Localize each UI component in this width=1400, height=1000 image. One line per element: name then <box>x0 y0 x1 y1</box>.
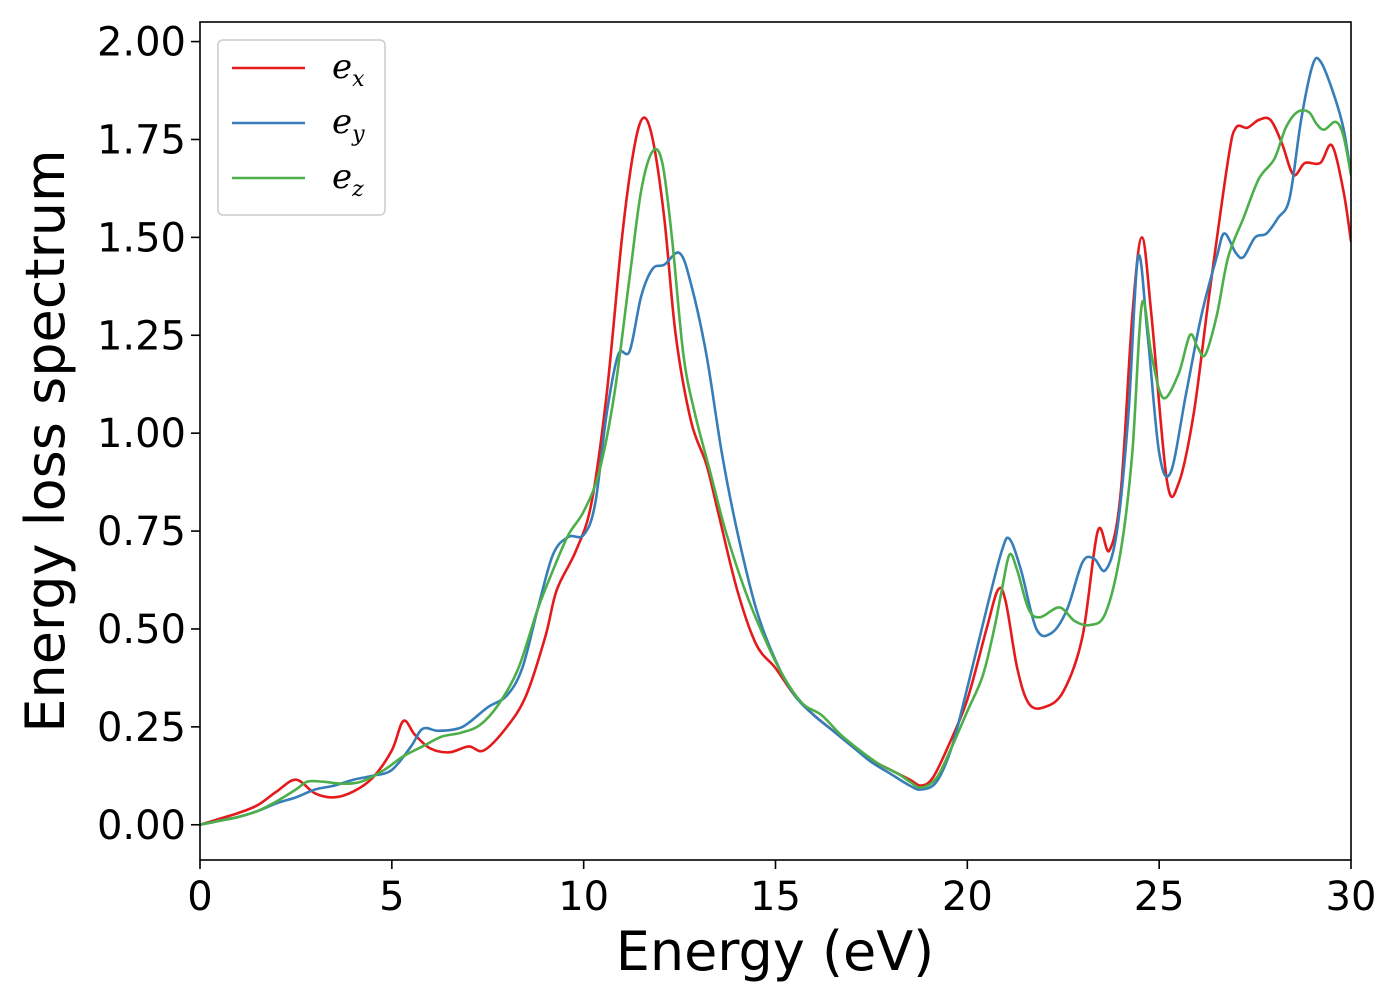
y-axis: 0.00 0.25 0.50 0.75 1.00 1.25 1.50 1.75 2.00 <box>97 20 200 849</box>
y-tick-label: 1.00 <box>97 411 186 457</box>
x-tick-label: 25 <box>1134 874 1185 920</box>
x-tick-label: 15 <box>750 874 801 920</box>
y-tick-label: 1.75 <box>97 117 186 163</box>
y-tick-label: 1.50 <box>97 215 186 261</box>
y-axis-label: Energy loss spectrum <box>14 149 77 732</box>
y-tick-label: 1.25 <box>97 313 186 359</box>
y-tick-label: 2.00 <box>97 20 186 66</box>
y-tick-label: 0.75 <box>97 509 186 555</box>
x-axis: 0 5 10 15 20 25 30 <box>187 860 1376 920</box>
legend-label-y: ey <box>332 102 365 147</box>
legend-label-x: ex <box>332 47 365 92</box>
x-tick-label: 20 <box>942 874 993 920</box>
y-tick-label: 0.25 <box>97 705 186 751</box>
x-axis-label: Energy (eV) <box>616 920 935 983</box>
series-line-z <box>200 109 1351 827</box>
series-layer <box>200 56 1351 827</box>
x-tick-label: 0 <box>187 874 212 920</box>
series-line-y <box>200 56 1351 827</box>
legend-label-z: ez <box>332 157 364 202</box>
x-tick-label: 30 <box>1326 874 1377 920</box>
y-tick-label: 0.00 <box>97 803 186 849</box>
x-tick-label: 5 <box>379 874 404 920</box>
legend: ex ey ez <box>217 39 386 216</box>
y-tick-label: 0.50 <box>97 607 186 653</box>
x-tick-label: 10 <box>558 874 609 920</box>
legend-box <box>217 39 386 216</box>
